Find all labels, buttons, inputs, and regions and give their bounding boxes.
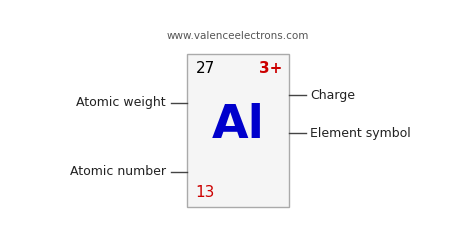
Text: www.valenceelectrons.com: www.valenceelectrons.com	[167, 31, 310, 41]
Text: Atomic number: Atomic number	[70, 165, 166, 178]
Text: Element symbol: Element symbol	[310, 127, 411, 140]
Text: Atomic weight: Atomic weight	[76, 96, 166, 109]
Text: Charge: Charge	[310, 89, 356, 102]
Text: Al: Al	[212, 103, 264, 148]
Text: 27: 27	[196, 61, 215, 76]
Text: 13: 13	[196, 185, 215, 200]
Text: 3+: 3+	[259, 61, 282, 76]
Bar	[187, 54, 289, 207]
